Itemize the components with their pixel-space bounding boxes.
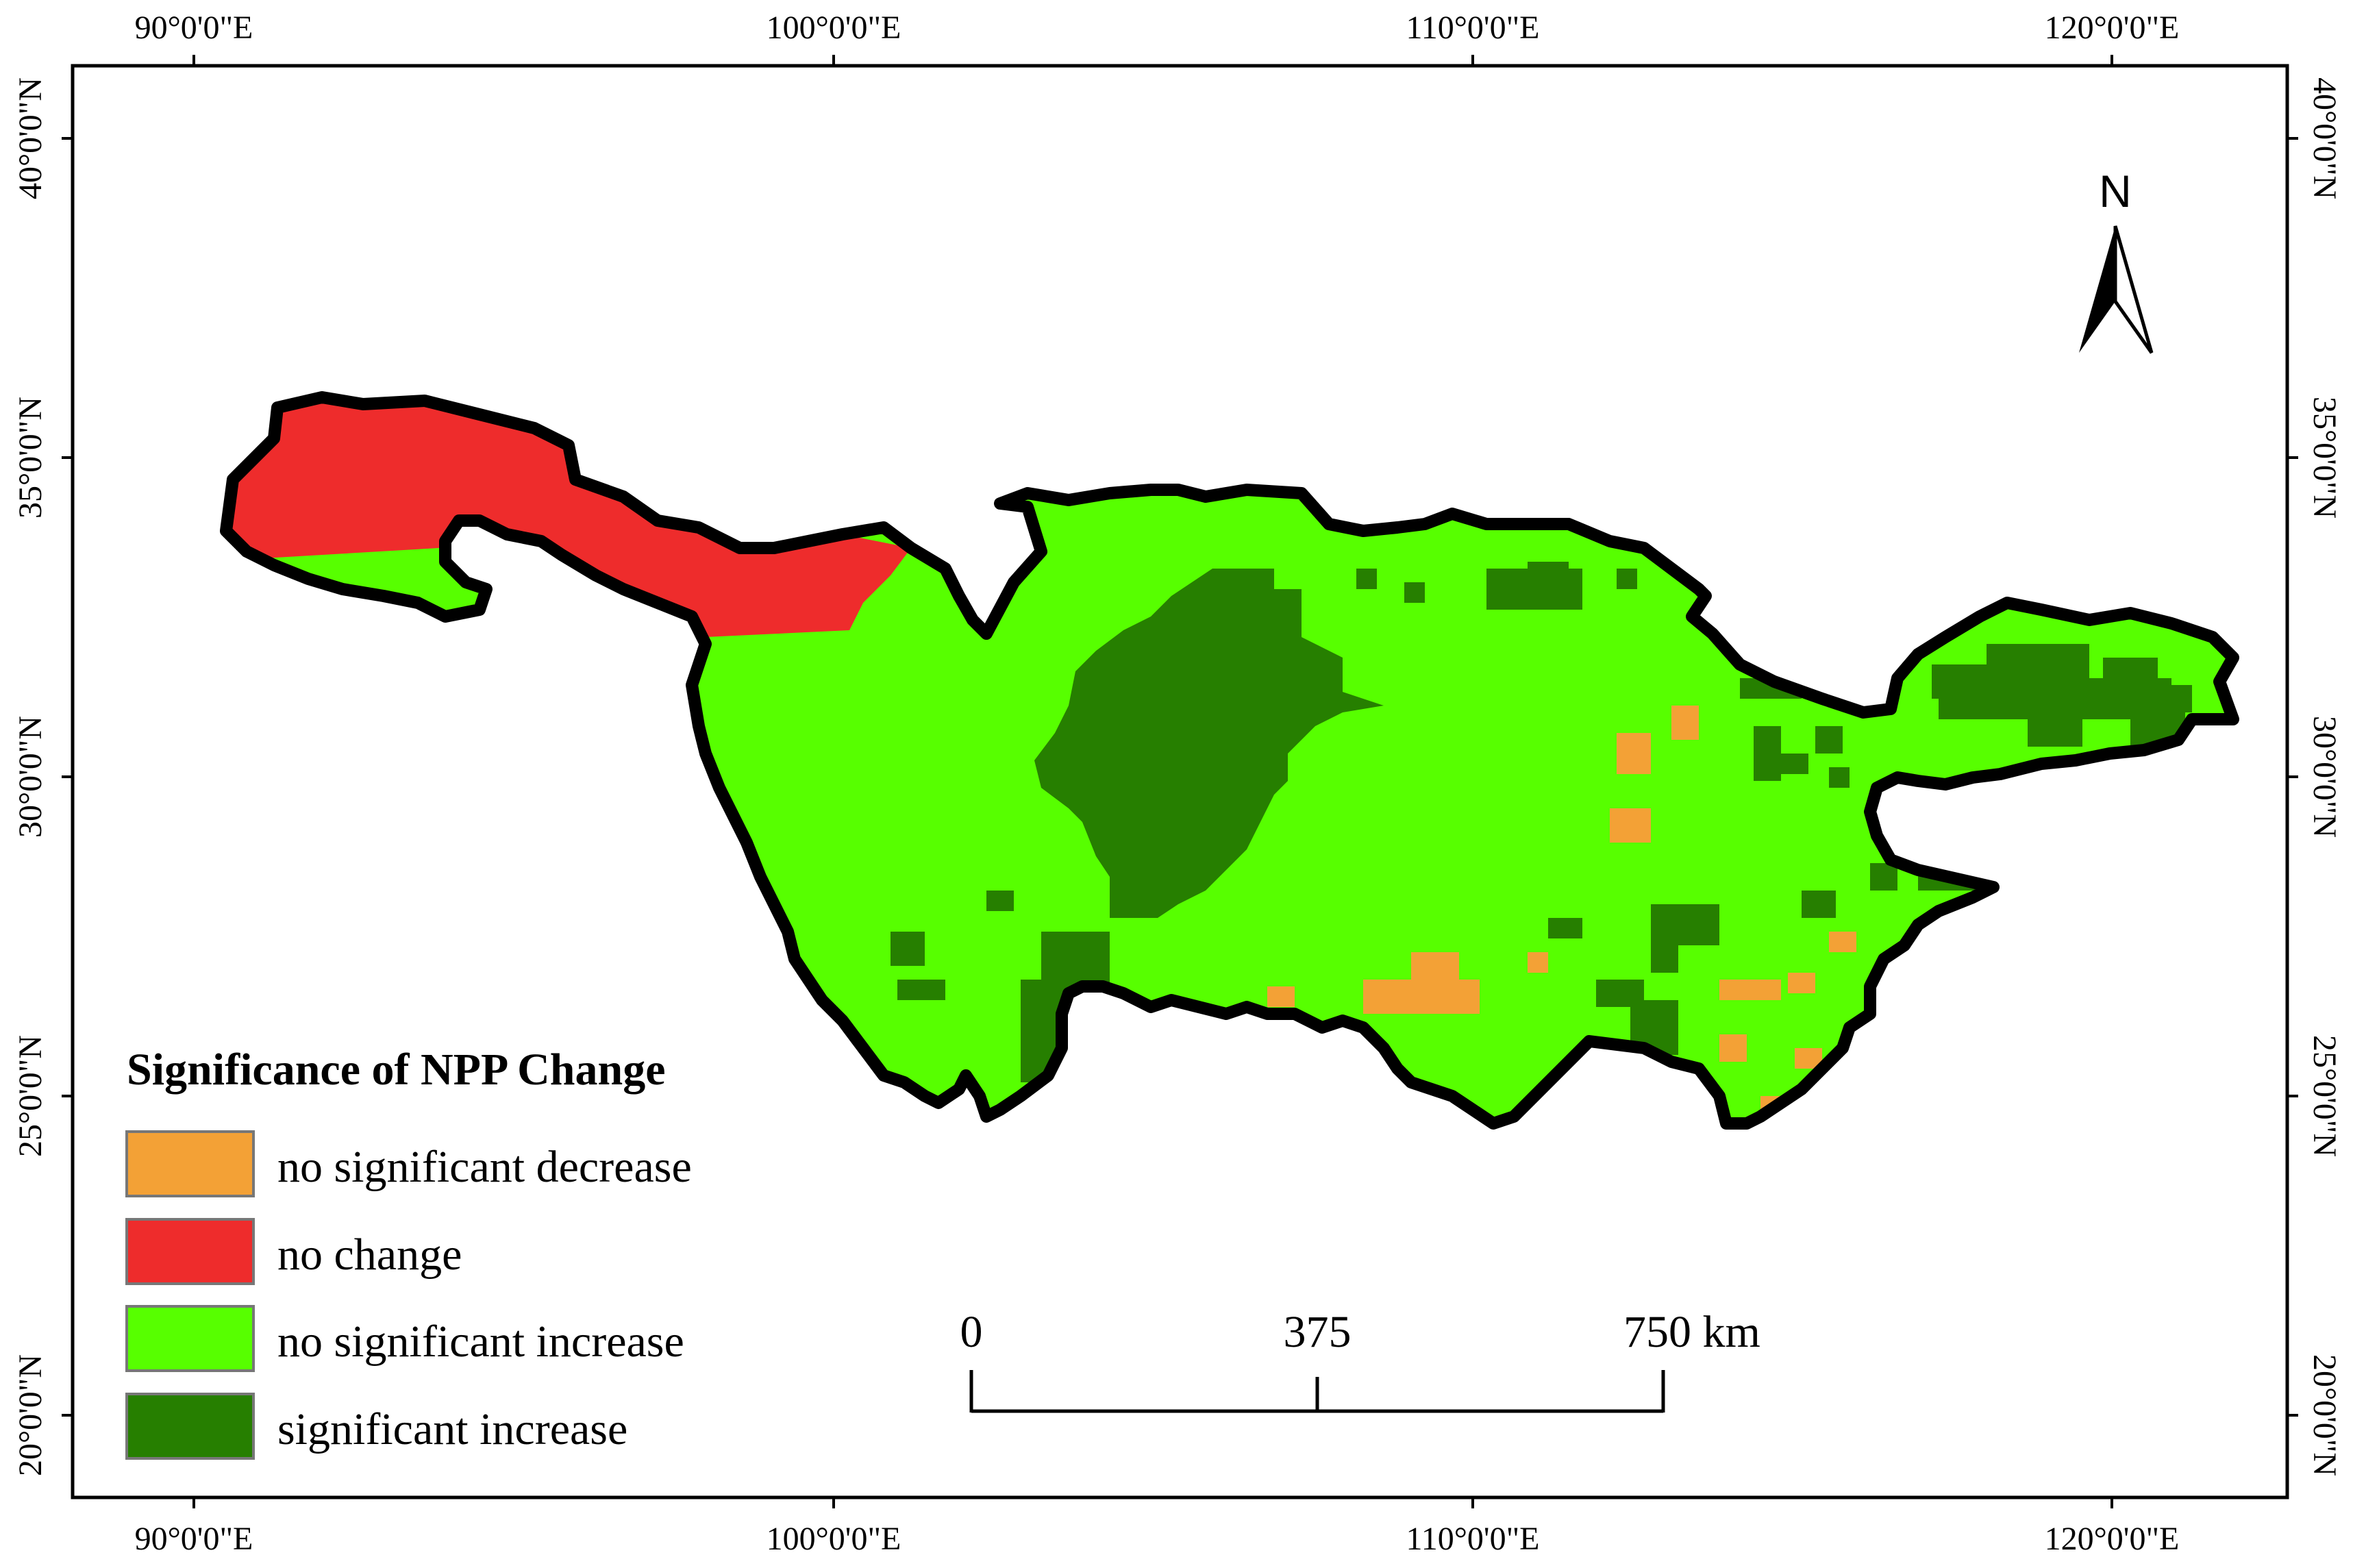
right-tick-label: 25°0'0"N — [2306, 1035, 2343, 1157]
right-tick-label: 30°0'0"N — [2306, 716, 2343, 838]
legend-title: Significance of NPP Change — [127, 1045, 666, 1095]
bottom-tick-label: 120°0'0"E — [2045, 1521, 2180, 1557]
legend-label: no significant decrease — [277, 1142, 692, 1192]
legend-swatch-no-change — [125, 1218, 255, 1285]
left-tick-label: 30°0'0"N — [12, 716, 49, 838]
tick-marks — [62, 55, 2298, 1508]
right-tick-label: 20°0'0"N — [2306, 1354, 2343, 1476]
bottom-tick-label: 90°0'0"E — [135, 1521, 253, 1557]
bottom-tick-label: 100°0'0"E — [767, 1521, 901, 1557]
right-tick-label: 40°0'0"N — [2306, 77, 2343, 199]
left-tick-label: 35°0'0"N — [12, 397, 49, 519]
right-axis-labels: 40°0'0"N 35°0'0"N 30°0'0"N 25°0'0"N 20°0… — [2306, 77, 2343, 1476]
scale-bar: 0 375 750 km — [960, 1307, 1760, 1413]
north-label: N — [2099, 166, 2132, 216]
top-tick-label: 120°0'0"E — [2045, 10, 2180, 46]
left-tick-label: 40°0'0"N — [12, 77, 49, 199]
right-tick-label: 35°0'0"N — [2306, 397, 2343, 519]
left-tick-label: 25°0'0"N — [12, 1035, 49, 1157]
legend-swatch-no-significant-increase — [125, 1305, 255, 1372]
legend-swatch-no-significant-decrease — [125, 1130, 255, 1197]
top-tick-label: 90°0'0"E — [135, 10, 253, 46]
left-tick-label: 20°0'0"N — [12, 1354, 49, 1476]
top-tick-label: 100°0'0"E — [767, 10, 901, 46]
legend: Significance of NPP Change no significan… — [125, 1045, 692, 1460]
bottom-tick-label: 110°0'0"E — [1406, 1521, 1540, 1557]
north-arrow-icon: N — [2079, 166, 2154, 354]
region-significant-increase — [891, 562, 2192, 1082]
scale-label: 750 km — [1623, 1307, 1760, 1357]
scale-label: 375 — [1284, 1307, 1352, 1357]
left-axis-labels: 40°0'0"N 35°0'0"N 30°0'0"N 25°0'0"N 20°0… — [12, 77, 49, 1476]
region-no-significant-decrease — [1267, 706, 1856, 1117]
bottom-axis-labels: 90°0'0"E 100°0'0"E 110°0'0"E 120°0'0"E — [135, 1521, 2180, 1557]
legend-label: significant increase — [277, 1404, 627, 1454]
legend-label: no significant increase — [277, 1317, 684, 1367]
top-axis-labels: 90°0'0"E 100°0'0"E 110°0'0"E 120°0'0"E — [135, 10, 2180, 46]
scale-label: 0 — [960, 1307, 983, 1357]
legend-swatch-significant-increase — [125, 1393, 255, 1460]
top-tick-label: 110°0'0"E — [1406, 10, 1540, 46]
legend-label: no change — [277, 1230, 462, 1280]
region-no-change — [226, 397, 911, 637]
